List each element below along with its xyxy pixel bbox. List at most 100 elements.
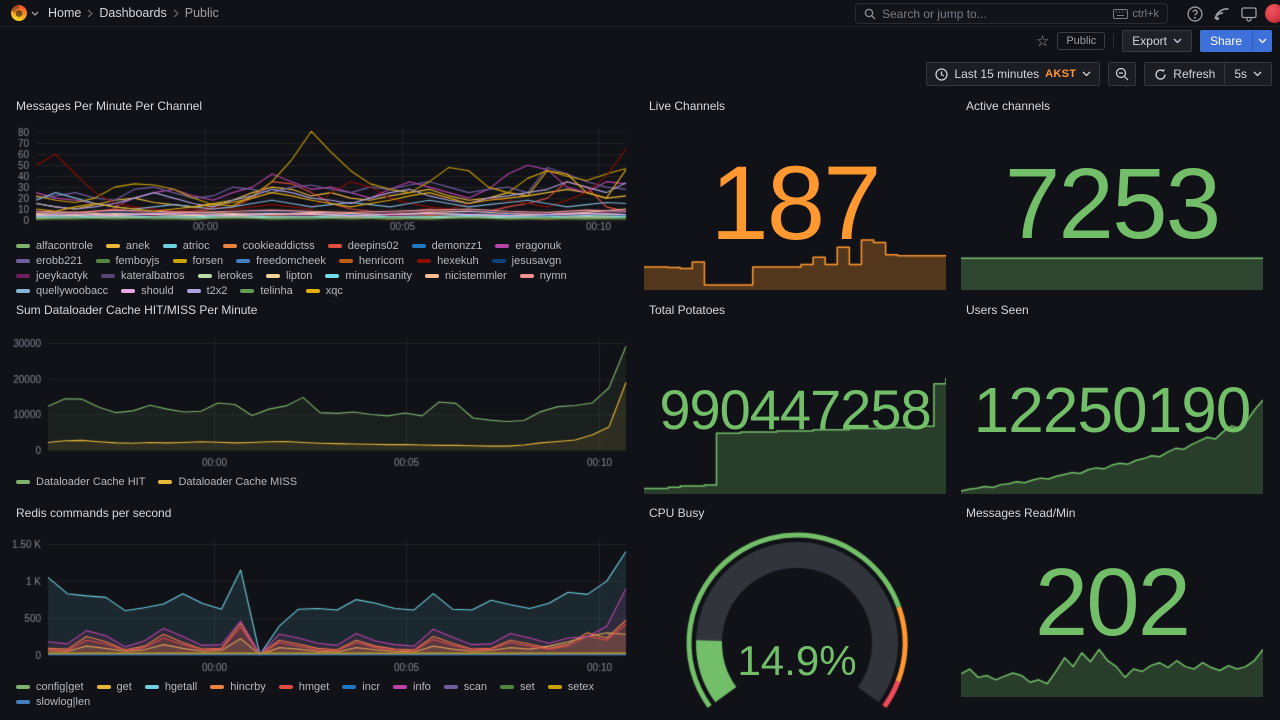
help-icon[interactable]	[1187, 6, 1203, 22]
legend-item[interactable]: t2x2	[186, 285, 227, 297]
legend-item[interactable]: eragonuk	[495, 240, 561, 252]
timeseries-chart-canvas[interactable]	[8, 328, 630, 474]
legend-item[interactable]: hmget	[278, 681, 329, 693]
legend-item[interactable]: Dataloader Cache HIT	[16, 476, 145, 488]
legend-item[interactable]: minusinsanity	[325, 270, 412, 282]
legend-item[interactable]: info	[393, 681, 431, 693]
legend-item[interactable]: jesusavgn	[491, 255, 561, 267]
legend-swatch	[158, 480, 173, 484]
legend-item[interactable]: incr	[342, 681, 380, 693]
panel-title[interactable]: Users Seen	[966, 303, 1029, 317]
refresh-button[interactable]: Refresh	[1145, 63, 1224, 85]
legend-swatch	[172, 259, 187, 263]
timeseries-chart-canvas[interactable]	[8, 122, 630, 238]
legend-item[interactable]: set	[500, 681, 535, 693]
legend-swatch	[222, 244, 237, 248]
legend-swatch	[240, 289, 255, 293]
user-avatar[interactable]	[1265, 4, 1280, 23]
legend-item[interactable]: should	[121, 285, 174, 297]
legend-item[interactable]: Dataloader Cache MISS	[158, 476, 297, 488]
panel-title[interactable]: Redis commands per second	[16, 506, 172, 520]
time-range-picker[interactable]: Last 15 minutes AKST	[926, 62, 1101, 86]
news-rss-icon[interactable]	[1214, 6, 1230, 22]
legend-swatch	[393, 685, 408, 689]
legend-item[interactable]: femboyjs	[95, 255, 160, 267]
legend-item[interactable]: quellywoobacc	[16, 285, 108, 297]
chevron-right-icon	[173, 9, 179, 17]
legend-item[interactable]: xqc	[305, 285, 343, 297]
search-shortcut: ctrl+k	[1113, 8, 1159, 20]
legend-item[interactable]: lipton	[266, 270, 312, 282]
stat-value: 7253	[1004, 148, 1221, 260]
grafana-logo-icon[interactable]	[10, 4, 28, 22]
breadcrumb-home[interactable]: Home	[48, 6, 82, 20]
legend-item[interactable]: cookieaddictss	[222, 240, 315, 252]
search-input[interactable]: Search or jump to... ctrl+k	[855, 3, 1168, 24]
org-switcher-chevron-down-icon[interactable]	[31, 11, 39, 16]
legend-item[interactable]: get	[96, 681, 132, 693]
legend-item[interactable]: hgetall	[144, 681, 197, 693]
panel-title[interactable]: Live Channels	[649, 99, 726, 113]
legend-item[interactable]: slowlog|len	[16, 696, 90, 708]
panel-title[interactable]: Active channels	[966, 99, 1051, 113]
dashboard-tag[interactable]: Public	[1057, 32, 1106, 50]
legend-item[interactable]: nymn	[519, 270, 567, 282]
timeseries-chart-canvas[interactable]	[8, 531, 630, 679]
legend-item[interactable]: demonzz1	[411, 240, 482, 252]
legend-swatch	[491, 259, 506, 263]
legend-item[interactable]: anek	[105, 240, 150, 252]
legend-item[interactable]: forsen	[172, 255, 223, 267]
breadcrumb-dashboards[interactable]: Dashboards	[99, 6, 167, 20]
legend-swatch	[100, 274, 115, 278]
refresh-icon	[1155, 68, 1166, 80]
panel-users-seen: Users Seen 12250190	[957, 300, 1267, 496]
export-button[interactable]: Export	[1122, 30, 1192, 52]
legend-item[interactable]: hincrby	[210, 681, 266, 693]
legend-item[interactable]: joeykaotyk	[16, 270, 88, 282]
time-controls: Last 15 minutes AKST Refresh 5s	[0, 62, 1280, 86]
legend-item[interactable]: scan	[443, 681, 487, 693]
panel-cpu-busy: CPU Busy 14.9%	[640, 503, 950, 717]
panel-title[interactable]: Total Potatoes	[649, 303, 726, 317]
legend-swatch	[338, 259, 353, 263]
favorite-star-icon[interactable]: ☆	[1035, 33, 1050, 50]
legend-item[interactable]: telinha	[240, 285, 293, 297]
legend-item[interactable]: kateralbatros	[100, 270, 185, 282]
share-button[interactable]: Share	[1199, 30, 1272, 52]
legend-item[interactable]: henricom	[338, 255, 404, 267]
legend-item[interactable]: lerokes	[197, 270, 253, 282]
stat-sparkline	[961, 398, 1263, 494]
panel-title[interactable]: Sum Dataloader Cache HIT/MISS Per Minute	[16, 303, 258, 317]
legend-swatch	[16, 700, 30, 704]
legend-item[interactable]: erobb221	[16, 255, 83, 267]
legend-item[interactable]: hexekuh	[417, 255, 479, 267]
legend-item[interactable]: config|get	[16, 681, 84, 693]
legend-swatch	[162, 244, 177, 248]
legend-item[interactable]: deepins02	[327, 240, 399, 252]
legend-swatch	[16, 274, 30, 278]
legend-item[interactable]: nicistemmler	[424, 270, 507, 282]
stat-sparkline	[644, 238, 946, 290]
legend-swatch	[16, 244, 30, 248]
panel-messages-read: Messages Read/Min 202	[957, 503, 1267, 703]
panel-title[interactable]: Messages Per Minute Per Channel	[16, 99, 203, 113]
legend-swatch	[236, 259, 251, 263]
stat-sparkline	[961, 252, 1263, 290]
chevron-down-icon	[1082, 71, 1091, 77]
legend-item[interactable]: alfacontrole	[16, 240, 93, 252]
kiosk-monitor-icon[interactable]	[1241, 6, 1257, 22]
legend-item[interactable]: atrioc	[162, 240, 210, 252]
legend-swatch	[186, 289, 201, 293]
legend-item[interactable]: freedomcheek	[236, 255, 326, 267]
zoom-out-icon	[1116, 67, 1129, 81]
legend-swatch	[105, 244, 120, 248]
legend-swatch	[411, 244, 426, 248]
refresh-interval-select[interactable]: 5s	[1224, 63, 1271, 85]
zoom-out-time-button[interactable]	[1108, 62, 1137, 86]
legend-item[interactable]: setex	[547, 681, 594, 693]
panel-title[interactable]: Messages Read/Min	[966, 506, 1076, 520]
legend-swatch	[417, 259, 432, 263]
share-menu-caret[interactable]	[1252, 30, 1272, 52]
stat-sparkline	[961, 645, 1263, 697]
legend-swatch	[16, 480, 30, 484]
